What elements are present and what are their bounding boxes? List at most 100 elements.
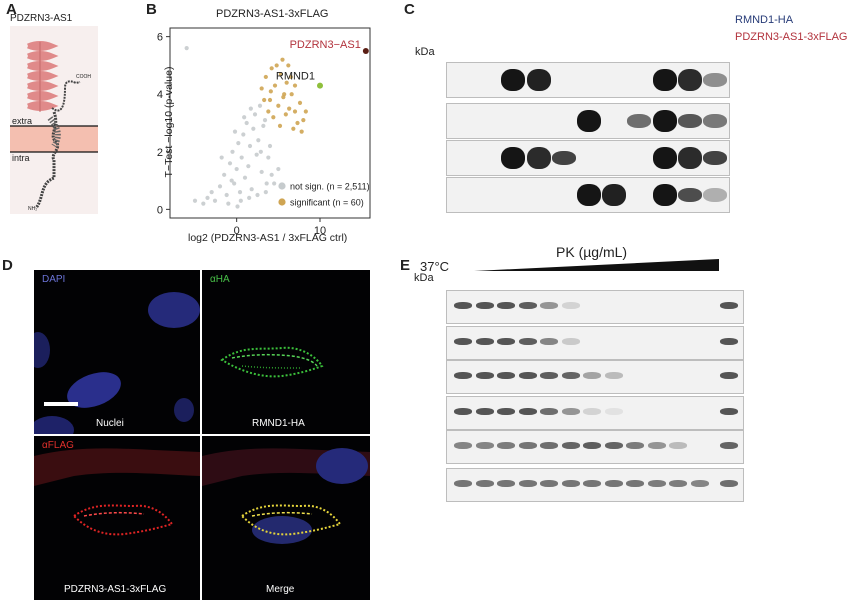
pk-band <box>604 408 623 415</box>
pk-band <box>583 480 601 487</box>
y-tick-label: 4 <box>157 89 163 101</box>
data-point-0 <box>222 172 227 177</box>
co-ip-band <box>677 147 702 169</box>
y-tick-label: 0 <box>157 204 163 216</box>
data-point-0 <box>248 106 253 111</box>
pk-band <box>454 372 472 379</box>
panel-e-label: E <box>400 257 411 274</box>
caption-merge: Merge <box>266 584 295 595</box>
channel-flag: αFLAG <box>42 440 74 451</box>
channel-dapi: DAPI <box>42 274 66 285</box>
legend-swatch <box>278 182 286 190</box>
merge-panel <box>202 436 370 600</box>
pk-band <box>540 442 558 449</box>
pk-gradient-wedge <box>474 259 719 271</box>
data-point-1 <box>259 86 264 91</box>
data-point-0 <box>227 161 233 166</box>
data-point-1 <box>277 123 283 128</box>
caption-nuclei: Nuclei <box>96 418 124 429</box>
pk-band <box>720 442 738 449</box>
co-ip-band <box>703 73 727 87</box>
ha-panel <box>202 270 370 434</box>
cooh-label: COOH <box>76 74 91 80</box>
pk-blot <box>446 396 744 430</box>
data-point-0 <box>241 132 246 137</box>
data-point-1 <box>280 57 285 62</box>
data-point-1 <box>295 120 300 126</box>
pk-band <box>583 408 601 415</box>
co-ip-band <box>677 69 702 91</box>
data-point-0 <box>230 149 235 154</box>
caption-pdzrn3-flag: PDZRN3-AS1-3xFLAG <box>64 584 167 595</box>
data-point-0 <box>229 178 234 183</box>
data-point-1 <box>301 118 306 123</box>
data-point-1 <box>266 109 271 114</box>
pk-band <box>561 302 580 309</box>
pk-band <box>497 480 515 487</box>
data-point-1 <box>283 112 288 117</box>
data-point-1 <box>284 80 289 85</box>
data-point-0 <box>237 189 243 195</box>
data-point-0 <box>256 138 261 143</box>
data-point-0 <box>242 115 247 120</box>
annotation-label: PDZRN3−AS1 <box>290 39 361 51</box>
data-point-0 <box>264 181 269 186</box>
data-point-0 <box>242 175 248 180</box>
pk-band <box>475 372 494 379</box>
volcano-plot: 0 2 4 6 0 10 PDZRN3−AS1 RMND1 not sign. (n = 2,5… <box>157 27 371 237</box>
pk-band <box>475 302 494 309</box>
data-point-1 <box>274 63 279 68</box>
pk-band <box>475 338 494 345</box>
scale-bar <box>44 402 78 406</box>
pk-blot <box>446 326 744 360</box>
data-point-0 <box>251 126 256 131</box>
data-point-1 <box>288 74 293 80</box>
membrane-topology-svg <box>10 26 98 214</box>
data-point-0 <box>249 187 254 192</box>
channel-ha: αHA <box>210 274 230 285</box>
pk-band <box>561 372 580 379</box>
co-ip-band <box>501 69 526 91</box>
data-point-1 <box>299 129 304 134</box>
pk-band <box>720 408 738 415</box>
data-point-1 <box>271 115 276 120</box>
pk-blot <box>446 430 744 464</box>
data-point-0 <box>232 181 237 186</box>
data-point-0 <box>219 155 224 160</box>
data-point-0 <box>212 198 218 203</box>
co-ip-band <box>526 147 551 169</box>
pk-band <box>561 338 580 345</box>
pk-band <box>604 442 623 449</box>
co-ip-blot <box>446 62 730 98</box>
pk-band <box>540 338 558 345</box>
pk-band <box>669 480 687 487</box>
data-point-1 <box>272 83 278 88</box>
pk-band <box>604 372 623 379</box>
pk-band <box>720 480 738 487</box>
data-point-0 <box>247 195 252 200</box>
data-point-1 <box>289 92 294 97</box>
data-point-1 <box>303 109 308 114</box>
pk-blot <box>446 468 744 502</box>
legend-swatch <box>278 198 286 206</box>
co-ip-band <box>652 110 677 132</box>
data-point-1 <box>286 63 291 68</box>
data-point-0 <box>252 112 258 117</box>
data-point-1 <box>267 97 273 103</box>
data-point-0 <box>247 143 253 149</box>
data-point-1 <box>268 89 273 94</box>
panel-b-label: B <box>146 1 157 18</box>
pk-band <box>647 442 666 449</box>
data-point-0 <box>234 166 239 172</box>
pk-band <box>518 408 537 415</box>
co-ip-band <box>577 110 601 132</box>
data-point-1 <box>292 109 298 114</box>
pk-band <box>583 372 601 379</box>
pk-band <box>497 442 515 449</box>
co-ip-band <box>703 114 727 128</box>
data-point-1 <box>282 92 287 97</box>
pk-band <box>720 338 738 345</box>
data-point-0 <box>209 189 214 195</box>
x-axis-label: log2 (PDZRN3-AS1 / 3xFLAG ctrl) <box>188 232 348 244</box>
pk-band <box>604 480 623 487</box>
